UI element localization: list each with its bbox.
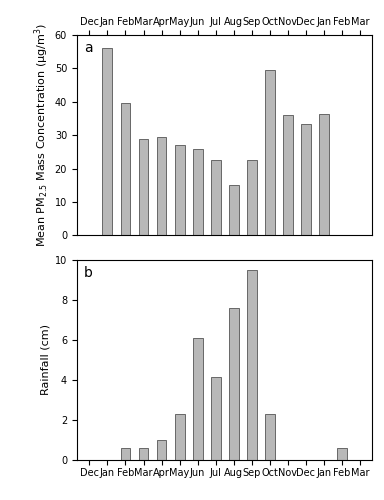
Bar [229,186,238,236]
Bar [211,160,220,236]
Bar [121,448,131,460]
Y-axis label: Mean PM$_{2.5}$ Mass Concentration (μg/m$^3$): Mean PM$_{2.5}$ Mass Concentration (μg/m… [32,23,51,248]
Bar [193,338,202,460]
Bar [265,70,275,235]
Bar [229,308,238,460]
Bar [139,138,149,235]
Bar [247,270,257,460]
Bar [175,414,185,460]
Bar [211,377,220,460]
Bar [265,414,275,460]
Bar [301,124,311,236]
Text: a: a [84,41,93,55]
Bar [103,48,113,236]
Bar [247,160,257,236]
Bar [337,448,347,460]
Bar [283,115,293,236]
Bar [193,148,202,236]
Y-axis label: Rainfall (cm): Rainfall (cm) [41,324,51,396]
Bar [175,146,185,236]
Bar [121,104,131,236]
Bar [157,440,167,460]
Text: b: b [84,266,93,280]
Bar [139,448,149,460]
Bar [157,137,167,235]
Bar [319,114,329,236]
